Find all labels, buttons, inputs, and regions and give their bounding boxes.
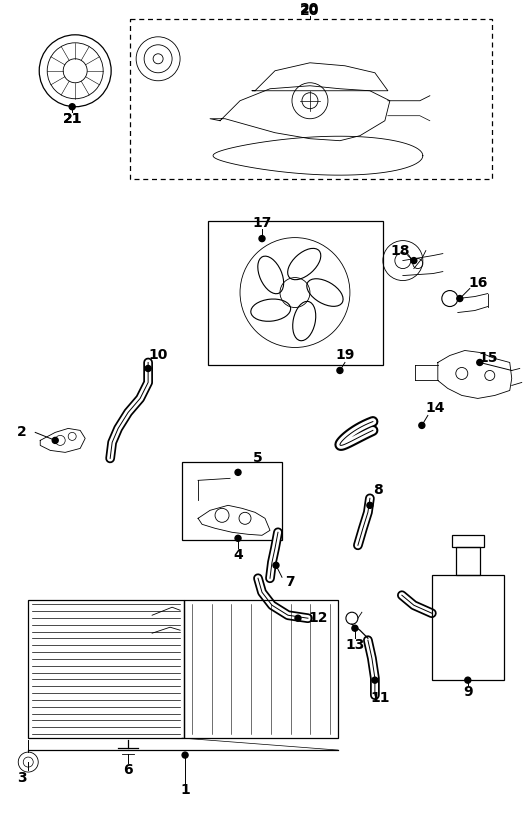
Bar [208, 221, 383, 366]
Bar [184, 601, 338, 738]
Text: 8: 8 [373, 483, 383, 497]
Bar [28, 601, 184, 738]
Text: 10: 10 [148, 348, 168, 362]
Circle shape [457, 296, 463, 302]
Circle shape [419, 422, 425, 428]
Circle shape [52, 437, 58, 443]
Text: 20: 20 [300, 4, 319, 17]
Circle shape [372, 677, 378, 683]
Bar [432, 576, 504, 681]
Circle shape [337, 367, 343, 373]
Text: 4: 4 [233, 548, 243, 562]
Bar [456, 547, 480, 576]
Circle shape [465, 677, 471, 683]
Text: 11: 11 [370, 691, 390, 706]
Bar [130, 19, 492, 178]
Circle shape [411, 257, 417, 263]
Circle shape [352, 626, 358, 631]
Bar [182, 462, 282, 541]
Text: 17: 17 [252, 216, 272, 230]
Circle shape [477, 360, 483, 366]
Text: 2: 2 [17, 426, 27, 439]
Circle shape [273, 562, 279, 568]
Text: 13: 13 [345, 638, 365, 652]
Text: 15: 15 [478, 352, 497, 366]
Text: 21: 21 [62, 112, 82, 126]
Text: 6: 6 [124, 763, 133, 777]
Text: 19: 19 [335, 348, 355, 362]
Text: 12: 12 [308, 611, 328, 626]
Text: 1: 1 [180, 783, 190, 797]
Circle shape [69, 104, 75, 110]
Text: 16: 16 [468, 276, 487, 290]
Text: 18: 18 [390, 243, 410, 257]
Circle shape [235, 469, 241, 476]
Circle shape [182, 752, 188, 758]
Text: 5: 5 [253, 451, 263, 466]
Text: 21: 21 [62, 112, 82, 126]
Text: 14: 14 [425, 402, 445, 416]
Bar [452, 536, 484, 547]
Circle shape [259, 236, 265, 242]
Text: 20: 20 [300, 2, 319, 16]
Text: 7: 7 [285, 576, 295, 589]
Circle shape [145, 366, 151, 372]
Circle shape [295, 616, 301, 621]
Text: 9: 9 [463, 685, 473, 699]
Circle shape [367, 502, 373, 508]
Circle shape [235, 536, 241, 541]
Text: 3: 3 [17, 771, 27, 785]
